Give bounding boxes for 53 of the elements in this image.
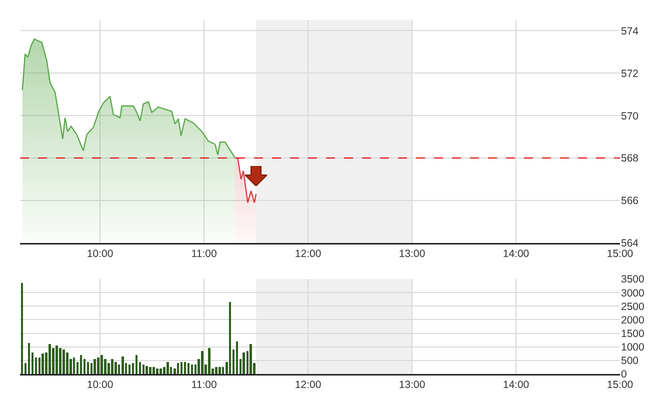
bar: [114, 362, 117, 374]
x-tick-label: 11:00: [191, 379, 217, 392]
bar: [94, 359, 96, 374]
x-tick-label: 15:00: [606, 248, 634, 260]
y-tick-label: 570: [621, 110, 639, 122]
y-tick-label: 3000: [621, 287, 645, 300]
bar: [111, 359, 114, 374]
bar: [166, 362, 169, 374]
bar: [218, 367, 221, 374]
x-tick-label: 13:00: [398, 248, 426, 260]
bar: [208, 348, 210, 374]
y-tick-label: 500: [621, 355, 639, 368]
x-tick-label: 11:00: [191, 248, 217, 260]
bar: [97, 358, 100, 374]
x-tick-label: 13:00: [398, 379, 426, 392]
y-tick-label: 568: [621, 152, 639, 165]
y-tick-label: 574: [621, 25, 639, 38]
bar: [42, 354, 44, 374]
y-tick-label: 572: [621, 68, 639, 80]
bar: [156, 368, 158, 374]
x-tick-label: 10:00: [86, 379, 114, 392]
bar: [242, 352, 246, 374]
y-tick-label: 3500: [621, 274, 645, 286]
x-tick-label: 12:00: [294, 248, 322, 260]
bar: [48, 344, 51, 374]
x-tick-label: 14:00: [502, 379, 530, 392]
bar: [160, 368, 162, 374]
x-tick-label: 10:00: [86, 248, 114, 260]
bar: [62, 350, 65, 374]
bar: [108, 363, 110, 374]
y-tick-label: 2000: [621, 314, 645, 326]
y-tick-label: 566: [621, 195, 639, 208]
bar: [215, 367, 218, 374]
bar: [66, 352, 68, 374]
x-tick-label: 15:00: [606, 379, 634, 392]
bar: [59, 348, 62, 374]
bar: [121, 356, 124, 374]
bar: [149, 367, 152, 374]
bar: [52, 348, 54, 374]
bar: [104, 359, 106, 374]
bar: [56, 346, 58, 374]
bar: [250, 344, 252, 374]
y-tick-label: 2500: [621, 300, 645, 313]
bar: [152, 367, 155, 374]
y-tick-label: 1500: [621, 328, 645, 340]
y-tick-label: 1000: [621, 342, 645, 354]
bar: [100, 355, 103, 374]
x-tick-label: 14:00: [502, 248, 530, 260]
x-tick-label: 12:00: [294, 379, 322, 392]
y-tick-label: 0: [621, 368, 627, 381]
bar: [201, 350, 204, 374]
bar: [146, 366, 148, 374]
y-tick-label: 564: [621, 238, 639, 250]
